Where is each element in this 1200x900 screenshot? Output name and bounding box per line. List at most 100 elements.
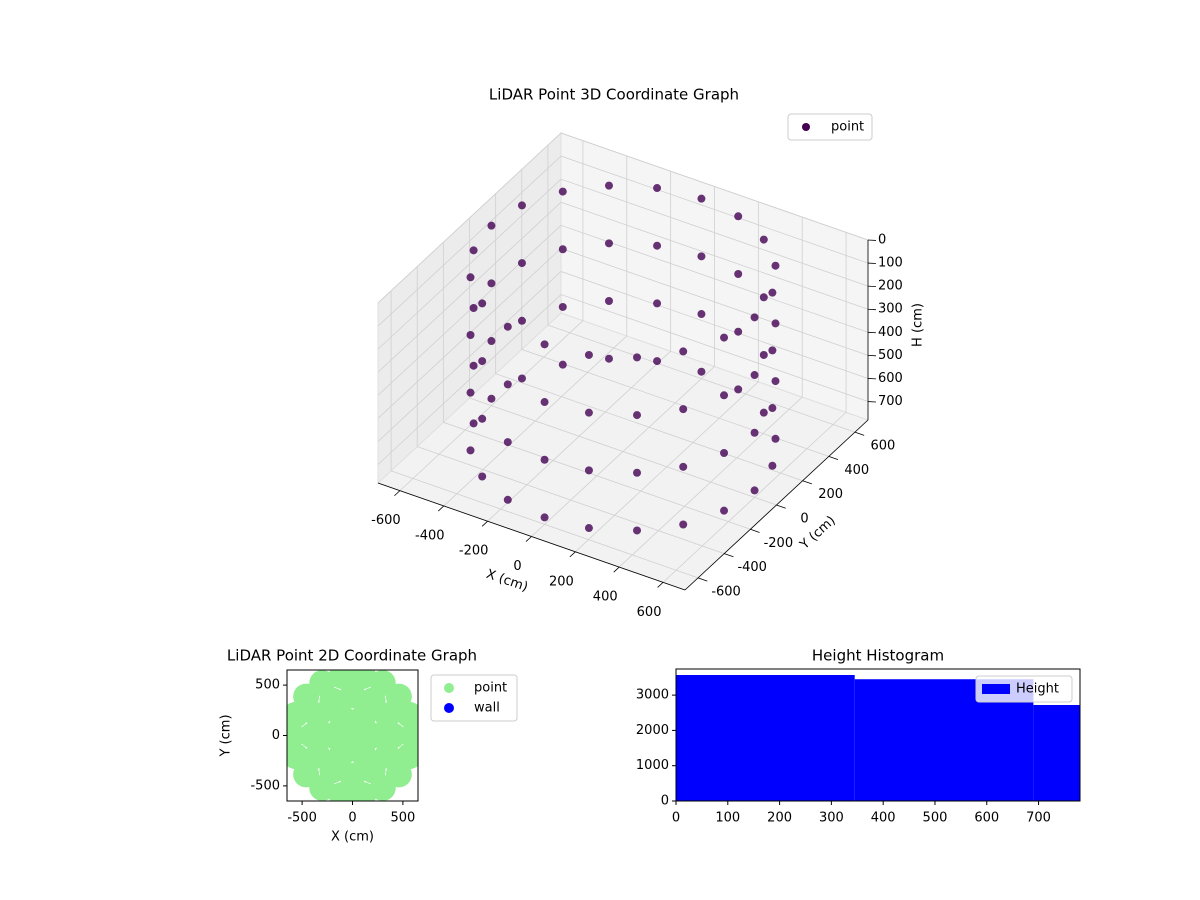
z-tick-label: 500 [878,348,903,363]
grid-line [377,271,869,442]
bar [676,675,855,801]
grid-line [487,171,672,522]
point [374,742,401,769]
tick-mark [854,431,865,436]
z-tick-label: 600 [878,371,903,386]
point [604,239,613,248]
grid-line [377,132,869,304]
tick-mark [697,577,708,582]
point [339,682,366,709]
point [633,411,642,420]
grid-line [416,266,725,554]
point [771,434,780,443]
point [604,181,613,190]
z-tick-label: 0 [878,233,886,248]
grid-line [495,193,803,482]
point [329,670,356,689]
point [478,472,487,481]
tick-mark [657,582,664,588]
legend-swatch [444,683,454,693]
grid-line [521,169,829,457]
y-tick-label: 200 [818,487,843,502]
point [379,722,406,749]
point [469,246,478,255]
grid-line [377,201,869,373]
grid-line [575,201,759,553]
point [633,468,642,477]
tick-mark [569,551,576,558]
grid-line [377,178,869,350]
x-tick-label: 100 [715,811,740,826]
point [750,486,759,495]
point [697,194,706,203]
point [697,252,706,261]
point [517,316,526,325]
point [466,388,475,397]
point [584,408,593,417]
axes-2d: -500 0 500 -500 0 500 X (cm) Y (cm) [219,669,419,845]
point [558,360,567,369]
y-tick-label: 1000 [636,758,669,773]
point [329,782,356,801]
point [503,495,512,504]
tick-mark [724,553,734,558]
tick-mark [776,504,786,509]
tick-mark [613,566,620,573]
point [304,702,331,729]
x-tick-label: 0 [513,559,521,574]
x-axis-line [377,482,686,591]
y-tick-label: 500 [255,678,280,693]
legend-frame [787,113,873,141]
axes-3d: -600-400-2000200400600-600-400-200020040… [371,131,926,620]
point [653,184,662,193]
point [768,346,777,355]
x-tick-label: 0 [672,811,680,826]
point [653,299,662,308]
point [697,367,706,376]
grid-line [399,140,584,491]
tick-mark [525,536,532,542]
grid-line [618,217,803,568]
point [540,513,549,522]
tick-mark [394,490,401,497]
point [478,357,487,366]
point [309,774,336,801]
point [469,419,478,428]
chart-title: Height Histogram [812,647,944,665]
point [771,319,780,328]
point [750,313,759,322]
z-tick-label: 700 [878,394,903,409]
point [759,408,768,417]
point [679,405,688,414]
x-tick-label: -600 [371,513,401,528]
point [540,340,549,349]
point [768,404,777,413]
x-tick-label: 600 [637,605,662,620]
point [584,524,593,533]
point [653,241,662,250]
point [469,304,478,313]
y-tick-label: 0 [800,512,808,527]
x-tick-label: 400 [871,811,896,826]
grid-line [547,145,856,433]
x-axis-label: X (cm) [331,830,374,845]
x-tick-label: 200 [767,811,792,826]
grid-line [442,242,751,530]
grid-line [377,155,869,327]
grid-line [531,186,715,537]
point [720,333,729,342]
legend-label: Height [1016,682,1059,697]
y-tick-label: 0 [272,728,280,743]
y-tick-label: 400 [844,463,869,478]
point [734,269,743,278]
point [750,428,759,437]
x-tick-label: 500 [390,811,415,826]
point [653,357,662,366]
grid-line [443,155,628,507]
tick-mark [802,480,812,485]
tick-mark [750,528,760,533]
axes-frame [675,668,1081,802]
legend: Height [975,675,1073,703]
z-tick-label: 200 [878,279,903,294]
point [478,299,487,308]
